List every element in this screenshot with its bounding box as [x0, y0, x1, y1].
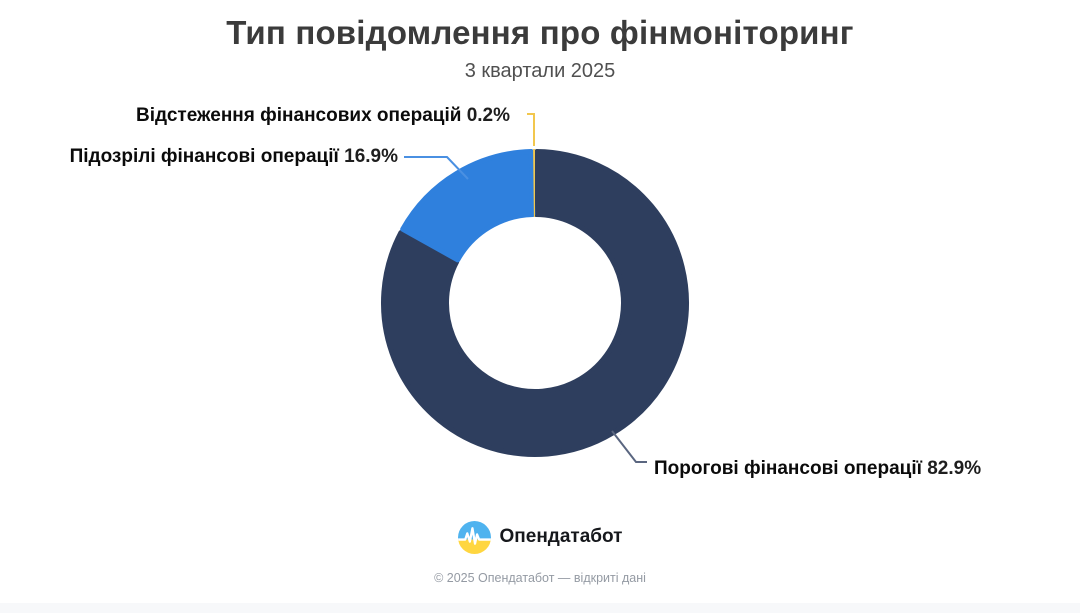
slice-label-suspicious-text: Підозрілі фінансові операції — [69, 146, 339, 167]
slice-label-suspicious: Підозрілі фінансові операції 16.9% — [70, 146, 398, 168]
copyright-note: © 2025 Опендатабот — відкриті дані — [434, 571, 646, 585]
chart-title: Тип повідомлення про фінмоніторинг — [226, 14, 854, 51]
leader-line-tracking — [527, 113, 535, 146]
leader-line-suspicious — [404, 156, 469, 180]
slice-label-threshold-text: Порогові фінансові операції — [654, 458, 922, 479]
slice-label-tracking: Відстеження фінансових операцій 0.2% — [136, 105, 510, 127]
slice-label-suspicious-value: 16.9% — [344, 146, 398, 167]
brand-name: Опендатабот — [499, 526, 623, 547]
slice-label-tracking-text: Відстеження фінансових операцій — [136, 105, 462, 126]
donut-slice-0 — [381, 149, 689, 457]
slice-label-tracking-value: 0.2% — [466, 105, 510, 126]
slice-label-threshold-value: 82.9% — [927, 458, 982, 479]
brand-row: Опендатабот — [0, 519, 1080, 555]
slice-label-threshold: Порогові фінансові операції 82.9% — [654, 458, 981, 480]
bottom-strip — [0, 603, 1080, 613]
chart-subtitle: 3 квартали 2025 — [464, 60, 616, 82]
donut-slice-2 — [533, 149, 535, 218]
donut-slice-1 — [400, 149, 536, 263]
leader-line-threshold — [611, 430, 647, 463]
opendatabot-logo-icon — [457, 520, 491, 554]
